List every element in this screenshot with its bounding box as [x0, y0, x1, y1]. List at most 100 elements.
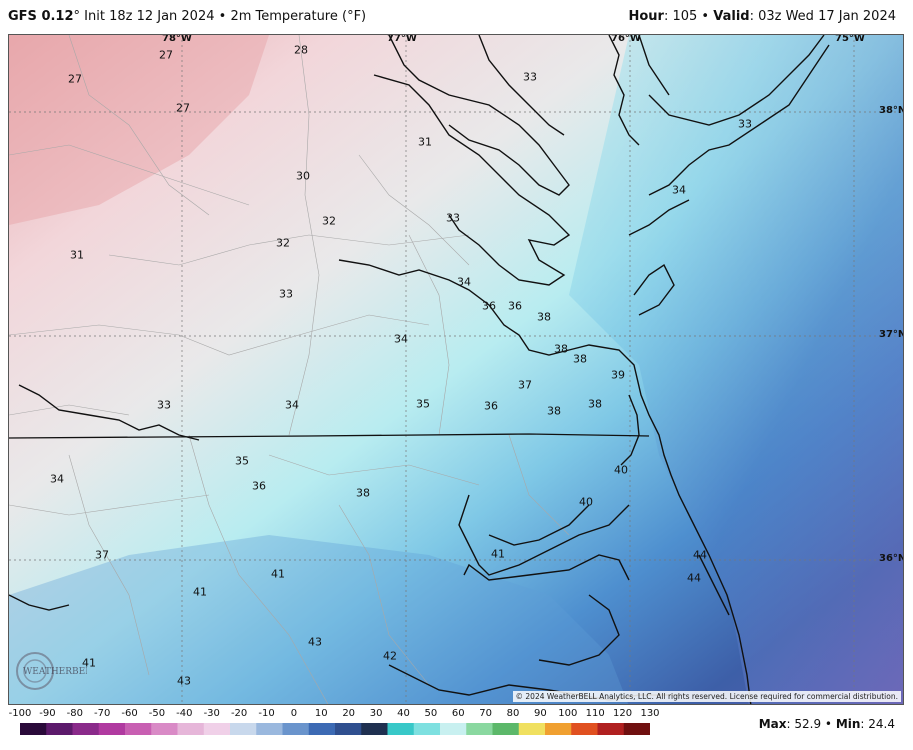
- temperature-value: 36: [482, 299, 496, 313]
- colorbar-segment: [230, 723, 257, 735]
- init-time: Init 18z 12 Jan 2024: [84, 9, 215, 24]
- min-value: : 24.4: [860, 717, 895, 731]
- colorbar-tick: 100: [558, 708, 578, 719]
- lat-label-36n: 36°N: [879, 553, 904, 564]
- lon-label-78w: 78°W: [162, 34, 192, 44]
- colorbar-segment: [387, 723, 415, 735]
- temperature-value: 34: [457, 275, 471, 289]
- temperature-value: 44: [687, 571, 701, 585]
- map-header: GFS 0.12° Init 18z 12 Jan 2024 • 2m Temp…: [0, 0, 913, 34]
- temperature-value: 35: [235, 454, 249, 468]
- colorbar-tick: 110: [585, 708, 605, 719]
- maxmin-separator: •: [824, 717, 832, 731]
- max-value: : 52.9: [786, 717, 822, 731]
- field-name: 2m Temperature (°F): [230, 9, 367, 24]
- colorbar-segment: [151, 723, 178, 735]
- colorbar-tick: 90: [534, 708, 547, 719]
- temperature-value: 27: [176, 101, 190, 115]
- temperature-value: 41: [193, 585, 207, 599]
- temperature-value: 33: [446, 211, 460, 225]
- colorbar-segment: [308, 723, 336, 735]
- colorbar-tick: -100: [8, 708, 32, 719]
- model-degree: °: [73, 9, 81, 24]
- colorbar-tick: 0: [290, 708, 298, 719]
- colorbar-segment: [20, 723, 47, 735]
- temperature-value: 41: [82, 656, 96, 670]
- temperature-value: 36: [508, 299, 522, 313]
- valid-label: Valid: [713, 9, 750, 24]
- colorbar-tick: 20: [342, 708, 356, 719]
- hour-value: : 105: [663, 9, 698, 24]
- map-title: GFS 0.12° Init 18z 12 Jan 2024 • 2m Temp…: [8, 9, 366, 24]
- temperature-value: 44: [693, 548, 707, 562]
- coastline: [9, 35, 830, 704]
- temperature-value: 27: [159, 48, 173, 62]
- colorbar-segment: [46, 723, 73, 735]
- max-label: Max: [758, 717, 787, 731]
- temperature-value: 28: [294, 43, 308, 57]
- colorbar-segment: [125, 723, 152, 735]
- temperature-value: 41: [271, 567, 285, 581]
- colorbar-tick: -90: [39, 708, 56, 719]
- hour-label: Hour: [628, 9, 664, 24]
- colorbar-tick: -10: [258, 708, 275, 719]
- temperature-value: 33: [157, 398, 171, 412]
- temperature-value: 31: [70, 248, 84, 262]
- valid-time: Hour: 105 • Valid: 03z Wed 17 Jan 2024: [628, 9, 896, 24]
- colorbar-segment: [335, 723, 362, 735]
- min-label: Min: [835, 717, 861, 731]
- lon-label-77w: 77°W: [387, 34, 417, 44]
- temperature-value: 39: [611, 368, 625, 382]
- logo-text: WEATHERBELL: [23, 667, 87, 677]
- colorbar-segment: [545, 723, 572, 735]
- temperature-value: 40: [579, 495, 593, 509]
- colorbar: [20, 723, 650, 735]
- colorbar-segment: [440, 723, 467, 735]
- colorbar-segment: [571, 723, 598, 735]
- lat-label-38n: 38°N: [879, 105, 904, 116]
- temperature-value: 43: [308, 635, 322, 649]
- temperature-value: 36: [484, 399, 498, 413]
- temperature-value: 36: [252, 479, 266, 493]
- temperature-value: 32: [276, 236, 290, 250]
- county-lines: [9, 35, 570, 704]
- colorbar-tick: -50: [148, 708, 166, 719]
- colorbar-tick: -40: [176, 708, 193, 719]
- state-border: [9, 433, 650, 439]
- colorbar-tick: 50: [424, 708, 438, 719]
- lat-label-37n: 37°N: [879, 329, 904, 340]
- temperature-map[interactable]: 27 28 27 27 33 33 31 30 34 32 33 32 31 33 34 36 36 38 34 38…: [8, 34, 904, 705]
- colorbar-segment: [413, 723, 441, 735]
- colorbar-tick: 80: [506, 708, 520, 719]
- colorbar-segment: [177, 723, 205, 735]
- colorbar-tick: 60: [451, 708, 465, 719]
- lat-lon-grid: [9, 35, 903, 704]
- temperature-value: 37: [518, 378, 532, 392]
- colorbar-tick: -20: [230, 708, 248, 719]
- colorbar-segment: [466, 723, 493, 735]
- title-separator: •: [218, 9, 227, 24]
- colorbar-tick: -60: [121, 708, 138, 719]
- colorbar-tick: 120: [613, 708, 633, 719]
- colorbar-segment: [72, 723, 100, 735]
- colorbar-segment: [256, 723, 283, 735]
- temperature-value: 34: [394, 332, 408, 346]
- copyright-notice: © 2024 WeatherBELL Analytics, LLC. All r…: [512, 691, 901, 702]
- lon-label-75w: 75°W: [835, 34, 865, 44]
- temperature-value: 38: [588, 397, 602, 411]
- colorbar-tick: 10: [314, 708, 328, 719]
- weatherbell-logo: WEATHERBELL: [15, 647, 87, 695]
- temperature-value: 33: [738, 117, 752, 131]
- colorbar-tick: 70: [479, 708, 493, 719]
- temperature-value: 35: [416, 397, 430, 411]
- temperature-value: 34: [672, 183, 686, 197]
- colorbar-segment: [492, 723, 520, 735]
- temperature-value: 38: [554, 342, 568, 356]
- temperature-value: 27: [68, 72, 82, 86]
- colorbar-segment: [597, 723, 625, 735]
- temperature-value: 40: [614, 463, 628, 477]
- valid-value: : 03z Wed 17 Jan 2024: [749, 9, 896, 24]
- temperature-value: 34: [50, 472, 64, 486]
- temperature-value: 41: [491, 547, 505, 561]
- lon-label-76w: 76°W: [611, 34, 641, 44]
